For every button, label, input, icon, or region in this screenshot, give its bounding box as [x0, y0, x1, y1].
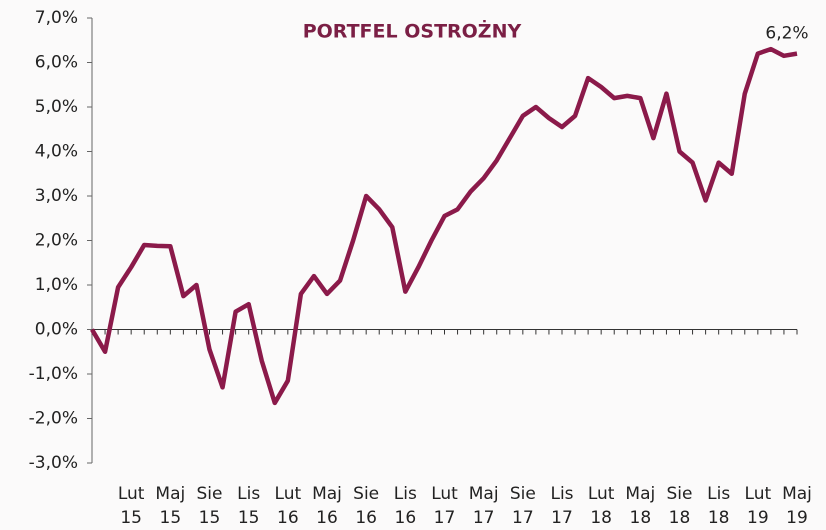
x-tick-label: Sie 17: [509, 484, 536, 528]
x-tick-label: Maj 19: [782, 484, 812, 528]
x-tick-label: Maj 18: [625, 484, 656, 528]
x-tick-label: Lis 15: [237, 484, 261, 528]
y-tick-label: 6,0%: [35, 53, 78, 73]
y-tick-label: 5,0%: [35, 97, 78, 117]
y-tick-label: -1,0%: [29, 364, 78, 384]
x-tick-label: Maj 16: [312, 484, 342, 528]
x-tick-label: Lis 18: [707, 484, 731, 528]
y-tick-label: 7,0%: [35, 8, 78, 28]
y-tick-label: 4,0%: [35, 142, 78, 162]
x-tick-label: Lut 17: [431, 484, 458, 528]
x-tick-label: Sie 16: [353, 484, 380, 528]
y-tick-label: 1,0%: [35, 275, 78, 295]
x-tick-label: Lut 19: [744, 484, 772, 528]
x-tick-label: Lut 15: [117, 484, 145, 528]
x-tick-label: Sie 18: [666, 484, 693, 528]
x-tick-label: Lis 17: [550, 484, 574, 528]
x-tick-label: Lut 16: [274, 484, 302, 528]
y-tick-label: -2,0%: [29, 409, 78, 429]
y-tick-label: 0,0%: [35, 320, 78, 340]
data-line: [90, 46, 798, 406]
x-tick-label: Lis 16: [393, 484, 417, 528]
value-label: 6,2%: [765, 24, 808, 44]
y-tick-label: -3,0%: [29, 453, 78, 473]
y-tick-label: 2,0%: [35, 231, 78, 251]
y-tick-label: 3,0%: [35, 186, 78, 206]
x-tick-label: Lut 18: [587, 484, 615, 528]
x-tick-label: Maj 17: [468, 484, 499, 528]
x-tick-label: Maj 15: [155, 484, 186, 528]
x-tick-label: Sie 15: [196, 484, 223, 528]
chart-title: PORTFEL OSTROŻNY: [303, 19, 522, 43]
